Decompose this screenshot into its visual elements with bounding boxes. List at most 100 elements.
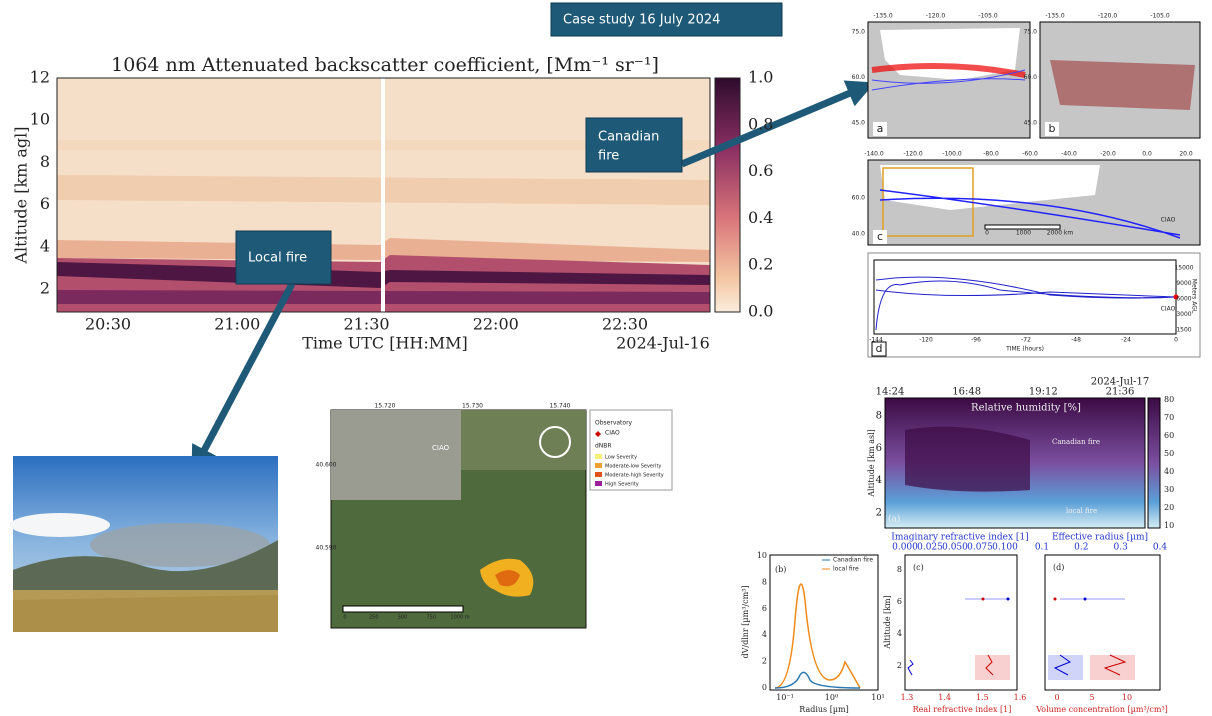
bottom-tick-label: 5 (1089, 693, 1094, 702)
bottom-axis-label: Real refractive index [1] (913, 705, 1012, 714)
height-tick-label: 6000 (1176, 296, 1191, 303)
scale-bar (984, 224, 1061, 230)
panel-label-box (873, 230, 887, 244)
colorbar-tick-label: 30 (1164, 485, 1174, 494)
x-tick-label: 21:30 (343, 315, 389, 334)
panel-label: a (877, 122, 884, 135)
panel-label: c (877, 230, 883, 243)
colorbar-tick-label: 0.0 (748, 302, 773, 321)
scale-label: 750 (426, 615, 436, 621)
y-tick-label: 10 (757, 551, 767, 560)
panel-label: (d) (1053, 563, 1064, 572)
colorbar-tick-label: 0.2 (748, 255, 773, 274)
lat-tick-label: 75.0 (1024, 29, 1038, 36)
lat-tick-label: 40.600 (316, 462, 337, 469)
plot-title: Relative humidity [%] (971, 403, 1081, 414)
y-tick-label: 2 (762, 657, 767, 666)
refractive-plot (904, 554, 1018, 691)
legend-entry: Low Severity (605, 455, 637, 461)
time-tick-label: -72 (1021, 337, 1031, 344)
site-label: CIAO (1161, 306, 1176, 313)
y-tick-label: 2 (40, 279, 50, 298)
y-tick-label: 8 (762, 577, 767, 586)
time-tick-label: 16:48 (952, 387, 981, 398)
lon-tick-label: -100.0 (942, 151, 962, 158)
axis-label: Meters AGL (1191, 279, 1198, 314)
bottom-tick-label: 0 (1054, 693, 1059, 702)
bottom-tick-label: 1.4 (938, 693, 951, 702)
legend-title: dNBR (595, 443, 612, 450)
legend-entry: Moderate-low Severity (605, 464, 661, 470)
colorbar-tick-label: 0.6 (748, 161, 773, 180)
size-distribution-plot (769, 554, 879, 691)
y-tick-label: 2 (876, 508, 882, 519)
lon-tick-label: -140.0 (864, 151, 884, 158)
y-tick-label: 4 (876, 475, 882, 486)
y-tick-label: 4 (897, 629, 902, 638)
date-label: 2024-Jul-16 (616, 334, 710, 353)
y-tick-label: 0 (762, 683, 767, 692)
colorbar-tick-label: 0.8 (748, 114, 773, 133)
time-tick-label: 19:12 (1029, 387, 1058, 398)
callout: fire (598, 149, 619, 164)
x-tick-label: 10⁰ (825, 693, 838, 702)
legend-entry: Moderate-high Severity (605, 473, 664, 479)
top-tick-label: 0.1 (1035, 543, 1049, 553)
top-tick-label: 0.4 (1153, 543, 1168, 553)
site-label: CIAO (432, 444, 450, 452)
top-tick-label: 0.2 (1074, 543, 1088, 553)
banner: Case study 16 July 2024 (563, 13, 720, 28)
colorbar-tick-label: 50 (1164, 449, 1174, 458)
lon-tick-label: 15.720 (375, 403, 396, 410)
y-tick-label: 2 (897, 661, 902, 670)
scale-label: 0 (343, 615, 346, 621)
x-tick-label: 22:30 (602, 315, 648, 334)
legend-entry: Canadian fire (833, 557, 873, 564)
lat-tick-label: 40.590 (316, 545, 337, 552)
lon-tick-label: -135.0 (1045, 13, 1065, 20)
colorbar-tick-label: 80 (1164, 395, 1174, 404)
legend-entry: High Severity (605, 482, 639, 488)
y-tick-label: 8 (40, 152, 50, 171)
top-axis-label: Imaginary refractive index [1] (891, 533, 1028, 543)
lon-tick-label: -60.0 (1022, 151, 1038, 158)
legend-title: Observatory (595, 420, 633, 427)
panel-label-box (1045, 122, 1059, 136)
fire-map (330, 409, 673, 629)
scale-label: 250 (369, 615, 379, 621)
arrow (191, 282, 296, 475)
annotation: Canadian fire (1052, 438, 1100, 446)
lat-tick-label: 60.0 (852, 195, 866, 202)
lon-tick-label: 20.0 (1179, 151, 1193, 158)
height-tick-label: 15000 (1174, 265, 1193, 272)
time-tick-label: -144 (869, 337, 883, 344)
panel-label: (c) (913, 563, 924, 572)
lon-tick-label: -40.0 (1061, 151, 1077, 158)
time-tick-label: -48 (1071, 337, 1081, 344)
callout: Local fire (248, 251, 307, 266)
y-tick-label: 4 (40, 236, 50, 255)
x-tick-label: 21:00 (214, 315, 260, 334)
date-label: 2024-Jul-17 (1091, 377, 1150, 388)
y-axis-label: Altitude [km asl] (867, 429, 876, 498)
colorbar-tick-label: 20 (1164, 503, 1174, 512)
bottom-tick-label: 1.5 (976, 693, 989, 702)
lat-tick-label: 40.0 (852, 231, 866, 238)
y-tick-label: 4 (762, 630, 767, 639)
top-tick-label: 0.100 (992, 543, 1018, 553)
y-tick-label: 10 (30, 110, 50, 129)
bottom-tick-label: 1.6 (1014, 693, 1027, 702)
lon-tick-label: 15.730 (462, 403, 483, 410)
scale-label: 0 (985, 230, 989, 237)
scale-label: 1000 m (450, 615, 469, 621)
lon-tick-label: -20.0 (1100, 151, 1116, 158)
panel-label-box (871, 341, 887, 357)
legend-entry: CIAO (605, 430, 620, 437)
trajectory-maps (867, 21, 1201, 358)
fire-photo (10, 456, 278, 632)
colorbar-tick-label: 60 (1164, 431, 1174, 440)
top-tick-label: 0.025 (917, 543, 943, 553)
scale-label: 500 (398, 615, 408, 621)
humidity-plot (884, 397, 1161, 529)
panel-label: (b) (775, 565, 786, 574)
